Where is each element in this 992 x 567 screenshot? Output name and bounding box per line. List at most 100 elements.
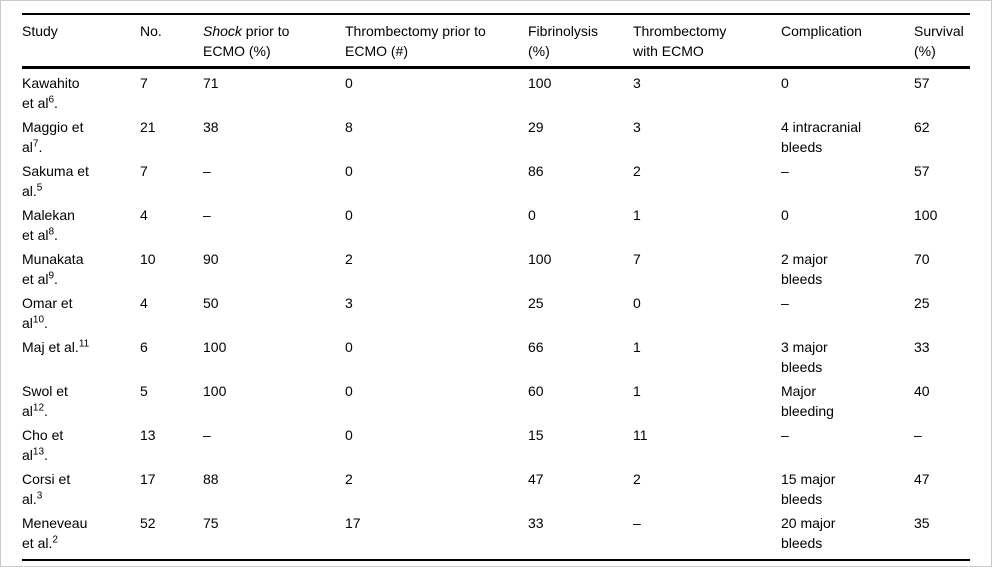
thrombectomy-with-ecmo-cell: 0 xyxy=(633,295,641,311)
fibrinolysis-cell: 33 xyxy=(528,509,633,561)
table-row: Swol et al12. 5 100 0 60 1 Major bleedin… xyxy=(22,377,970,421)
study-name-suffix: . xyxy=(54,271,58,287)
table-row: Meneveau et al.2 52 75 17 33 – 20 major … xyxy=(22,509,970,561)
complication-text: 15 major bleeds xyxy=(781,471,836,507)
study-name: Cho et al13. xyxy=(22,425,90,465)
study-cell: Cho et al13. xyxy=(22,421,140,465)
table-row: Sakuma et al.5 7 – 0 86 2 – 57 xyxy=(22,157,970,201)
thrombectomy-prior-ecmo-cell: 8 xyxy=(345,119,353,135)
complication-text: 20 major bleeds xyxy=(781,515,836,551)
study-reference-superscript: 11 xyxy=(78,338,90,350)
col-header-thrombectomy-with-text: Thrombectomy with ECMO xyxy=(633,23,727,59)
shock-prior-ecmo-cell: 100 xyxy=(203,339,227,355)
shock-prior-ecmo-cell: 75 xyxy=(203,509,345,561)
table-row: Malekan et al8. 4 – 0 0 1 0 100 xyxy=(22,201,970,245)
study-name-suffix: . xyxy=(54,227,58,243)
col-header-thrombectomy-prior-ecmo: Thrombectomy prior to ECMO (#) xyxy=(345,13,528,69)
shock-prior-ecmo-cell: 50 xyxy=(203,295,219,311)
thrombectomy-with-ecmo-cell: 2 xyxy=(633,471,641,487)
complication-cell: – xyxy=(781,289,914,333)
complication-cell: 4 intracranial bleeds xyxy=(781,113,914,157)
study-name-text: Omar et al xyxy=(22,295,73,331)
no-cell: 21 xyxy=(140,119,156,135)
shock-prior-ecmo-cell: – xyxy=(203,163,211,179)
col-header-thrombectomy-prior-text: Thrombectomy prior to ECMO (#) xyxy=(345,23,486,59)
study-name-suffix: . xyxy=(54,95,58,111)
no-cell: 7 xyxy=(140,75,148,91)
shock-prior-ecmo-cell: 100 xyxy=(203,383,227,399)
table-row: Maj et al.11 6 100 0 66 1 3 major bleeds… xyxy=(22,333,970,377)
study-name: Munakata et al9. xyxy=(22,249,90,289)
survival-cell: 70 xyxy=(914,251,930,267)
survival-cell: 100 xyxy=(914,207,938,223)
thrombectomy-prior-ecmo-cell: 0 xyxy=(345,339,353,355)
no-cell: 4 xyxy=(140,207,148,223)
complication-text: 0 xyxy=(781,207,789,223)
study-cell: Meneveau et al.2 xyxy=(22,509,140,561)
thrombectomy-prior-ecmo-cell: 0 xyxy=(345,383,353,399)
no-cell: 17 xyxy=(140,471,156,487)
study-name-text: Kawahito et al xyxy=(22,75,80,111)
survival-cell: 40 xyxy=(914,383,930,399)
shock-prior-ecmo-cell: 90 xyxy=(203,251,219,267)
complication-text: 4 intracranial bleeds xyxy=(781,119,862,155)
study-cell: Sakuma et al.5 xyxy=(22,157,140,201)
thrombectomy-prior-ecmo-cell: 2 xyxy=(345,471,353,487)
study-name-suffix: . xyxy=(44,447,48,463)
shock-prior-ecmo-cell: – xyxy=(203,427,211,443)
study-cell: Kawahito et al6. xyxy=(22,68,140,114)
study-name: Meneveau et al.2 xyxy=(22,513,90,553)
col-header-complication: Complication xyxy=(781,13,914,69)
col-header-fibrinolysis-text: Fibrinolysis (%) xyxy=(528,23,599,59)
complication-text: – xyxy=(781,163,789,179)
study-cell: Omar et al10. xyxy=(22,289,140,333)
complication-cell: 2 major bleeds xyxy=(781,245,914,289)
fibrinolysis-cell: 86 xyxy=(528,163,544,179)
study-name: Maj et al.11 xyxy=(22,337,89,357)
table-row: Munakata et al9. 10 90 2 100 7 2 major b… xyxy=(22,245,970,289)
study-name-text: Sakuma et al. xyxy=(22,163,89,199)
study-cell: Corsi et al.3 xyxy=(22,465,140,509)
study-cell: Maj et al.11 xyxy=(22,333,140,377)
thrombectomy-prior-ecmo-cell: 0 xyxy=(345,207,353,223)
complication-text: – xyxy=(781,295,789,311)
shock-prior-ecmo-cell: 71 xyxy=(203,75,219,91)
thrombectomy-with-ecmo-cell: 1 xyxy=(633,207,641,223)
complication-cell: Major bleeding xyxy=(781,377,914,421)
study-cell: Maggio et al7. xyxy=(22,113,140,157)
col-header-study: Study xyxy=(22,13,140,69)
thrombectomy-with-ecmo-cell: 1 xyxy=(633,339,641,355)
complication-text: Major bleeding xyxy=(781,383,834,419)
fibrinolysis-cell: 25 xyxy=(528,295,544,311)
shock-prior-ecmo-cell: 88 xyxy=(203,471,219,487)
thrombectomy-with-ecmo-cell: 3 xyxy=(633,75,641,91)
fibrinolysis-cell: 47 xyxy=(528,471,544,487)
thrombectomy-with-ecmo-cell: 1 xyxy=(633,383,641,399)
study-reference-superscript: 10 xyxy=(32,314,45,326)
study-name-text: Meneveau et al. xyxy=(22,515,88,551)
complication-cell: 3 major bleeds xyxy=(781,333,914,377)
survival-cell: 62 xyxy=(914,119,930,135)
study-name: Maggio et al7. xyxy=(22,117,90,157)
shock-prior-ecmo-cell: 38 xyxy=(203,119,219,135)
thrombectomy-with-ecmo-cell: 7 xyxy=(633,251,641,267)
no-cell: 10 xyxy=(140,251,156,267)
study-name: Malekan et al8. xyxy=(22,205,90,245)
complication-cell: 15 major bleeds xyxy=(781,465,914,509)
fibrinolysis-cell: 29 xyxy=(528,119,544,135)
table-row: Maggio et al7. 21 38 8 29 3 4 intracrani… xyxy=(22,113,970,157)
thrombectomy-with-ecmo-cell: 11 xyxy=(633,427,648,443)
no-cell: 6 xyxy=(140,339,148,355)
study-reference-superscript: 5 xyxy=(36,182,43,194)
thrombectomy-prior-ecmo-cell: 17 xyxy=(345,509,528,561)
thrombectomy-prior-ecmo-cell: 0 xyxy=(345,427,353,443)
thrombectomy-prior-ecmo-cell: 2 xyxy=(345,251,353,267)
study-name: Swol et al12. xyxy=(22,381,90,421)
complication-cell: 0 xyxy=(781,201,914,245)
study-name-text: Malekan et al xyxy=(22,207,75,243)
table-row: Kawahito et al6. 7 71 0 100 3 0 57 xyxy=(22,68,970,114)
col-header-shock-prior-ecmo: Shock prior to ECMO (%) xyxy=(203,13,345,69)
thrombectomy-prior-ecmo-cell: 0 xyxy=(345,163,353,179)
study-reference-superscript: 9 xyxy=(48,270,55,282)
col-header-thrombectomy-with-ecmo: Thrombectomy with ECMO xyxy=(633,13,781,69)
